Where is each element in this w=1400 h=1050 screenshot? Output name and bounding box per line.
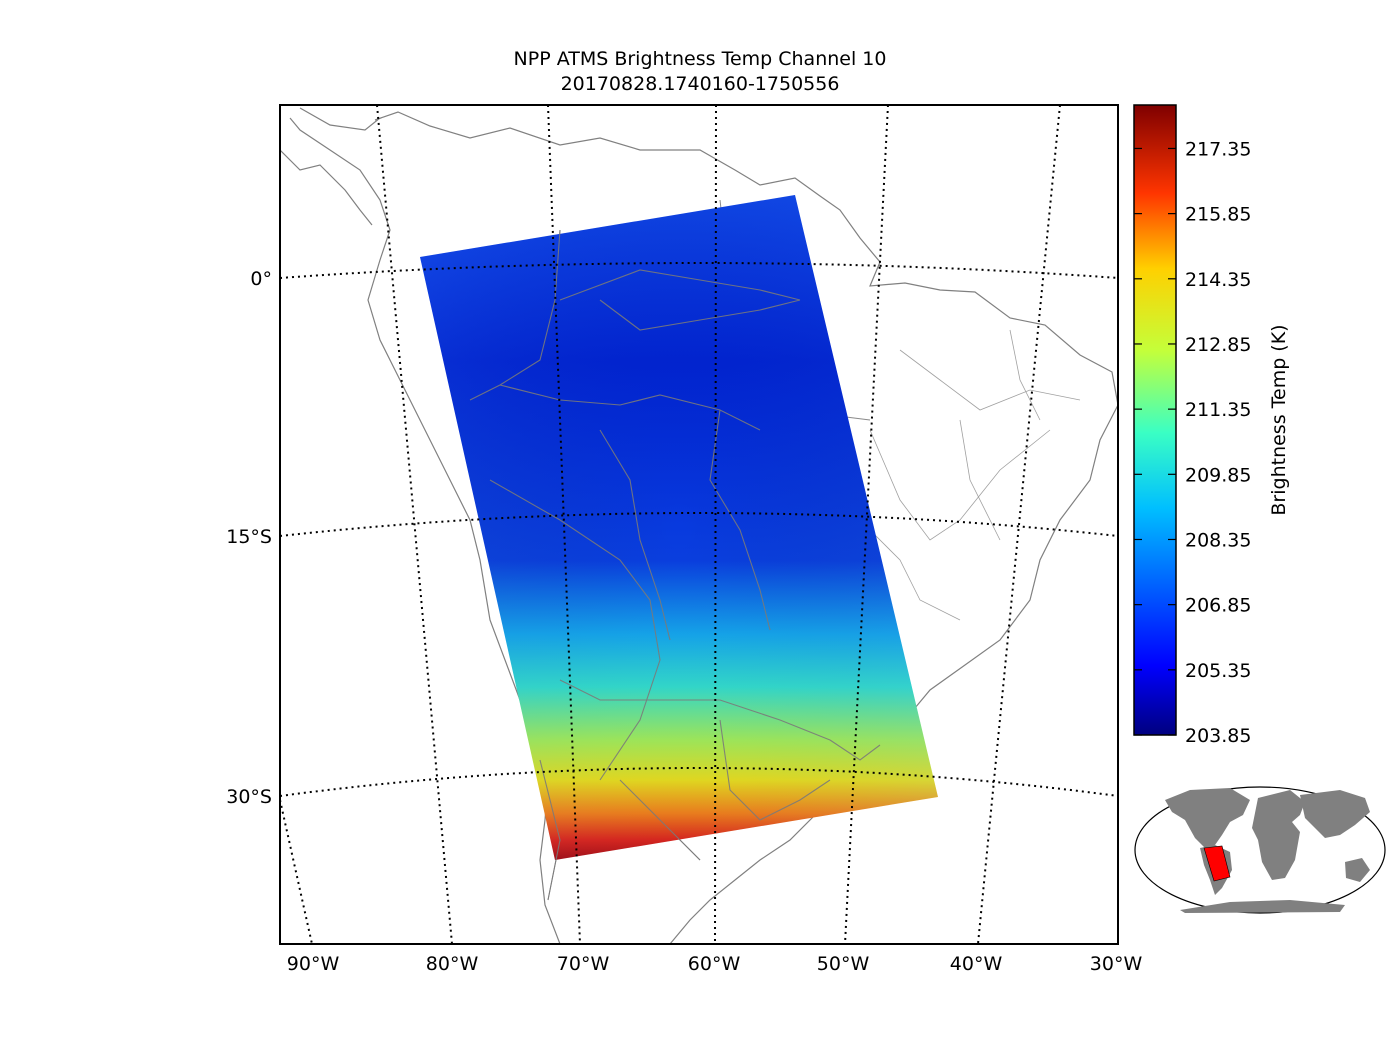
- lat-line-0: [280, 262, 1118, 279]
- colorbar-tick-label: 209.85: [1185, 464, 1251, 486]
- lon-label-60w: 60°W: [688, 953, 741, 975]
- colorbar-tick-label: 215.85: [1185, 204, 1251, 226]
- lat-line-15s: [280, 512, 1118, 537]
- lon-line-60w: [714, 105, 717, 944]
- colorbar-ticks: 217.35 215.85 214.35 212.85 211.35 209.85 208.…: [1134, 138, 1251, 747]
- lon-line-40w: [977, 105, 1061, 944]
- borders-over-swath: [469, 229, 881, 901]
- colorbar-tick-label: 217.35: [1185, 138, 1251, 160]
- inset-swath-highlight: [1203, 845, 1231, 882]
- colorbar-label: Brightness Temp (K): [1268, 324, 1290, 515]
- inset-antarctica: [1180, 900, 1345, 913]
- map-title: NPP ATMS Brightness Temp Channel 10: [513, 48, 887, 70]
- colorbar-tick-label: 211.35: [1185, 399, 1251, 421]
- lat-label-30s: 30°S: [226, 786, 272, 808]
- lon-label-40w: 40°W: [950, 953, 1003, 975]
- lon-label-30w: 30°W: [1090, 953, 1143, 975]
- lat-line-30s: [280, 767, 1118, 797]
- lon-line-90w: [280, 799, 313, 944]
- inset-europe-africa: [1252, 790, 1305, 880]
- lon-label-70w: 70°W: [557, 953, 610, 975]
- colorbar-tick-label: 214.35: [1185, 269, 1251, 291]
- colorbar-tick-label: 206.85: [1185, 595, 1251, 617]
- global-locator-map: [1134, 786, 1386, 914]
- inset-australia: [1345, 858, 1370, 882]
- colorbar-tick-label: 203.85: [1185, 725, 1251, 747]
- lon-label-90w: 90°W: [287, 953, 340, 975]
- inset-asia: [1300, 790, 1370, 838]
- lon-label-80w: 80°W: [426, 953, 479, 975]
- central-america-coastline: [280, 107, 381, 226]
- lon-line-70w: [547, 105, 581, 944]
- inset-north-america: [1165, 788, 1250, 848]
- map-frame: [279, 104, 1119, 945]
- atms-swath-edge-shading: [420, 195, 938, 860]
- lon-line-50w: [844, 105, 889, 944]
- lon-label-50w: 50°W: [817, 953, 870, 975]
- colorbar: [1133, 104, 1177, 736]
- lat-label-0: 0°: [250, 268, 272, 290]
- lat-label-15s: 15°S: [226, 526, 272, 548]
- lon-line-80w: [376, 105, 453, 944]
- colorbar-tick-label: 208.35: [1185, 529, 1251, 551]
- colorbar-tick-label: 212.85: [1185, 334, 1251, 356]
- map-subtitle: 20170828.1740160-1750556: [560, 73, 840, 95]
- colorbar-tick-label: 205.35: [1185, 660, 1251, 682]
- graticule: [280, 105, 1118, 944]
- map-content: [280, 105, 1118, 944]
